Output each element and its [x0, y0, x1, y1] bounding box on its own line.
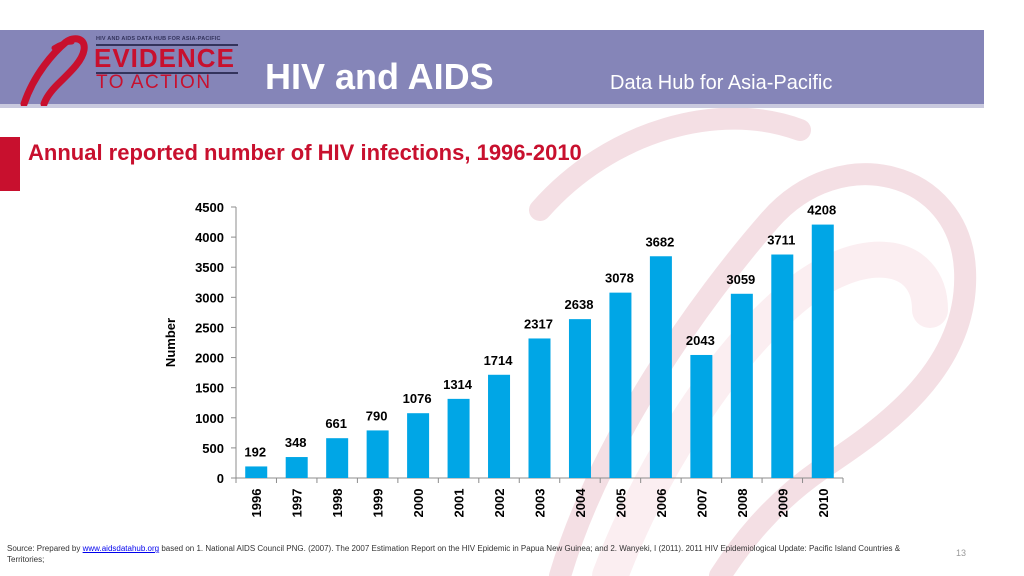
bar — [690, 354, 713, 478]
source-footnote: Source: Prepared by www.aidsdatahub.org … — [7, 543, 907, 565]
data-label: 661 — [325, 416, 347, 431]
x-tick-label: 2008 — [735, 489, 750, 518]
data-label: 1314 — [443, 377, 473, 392]
data-label: 1714 — [484, 353, 514, 368]
x-tick-label: 2005 — [613, 489, 628, 518]
data-label: 3711 — [767, 233, 795, 248]
x-tick-label: 1996 — [249, 489, 264, 518]
bar — [488, 374, 511, 478]
evidence-to-action-logo: HIV AND AIDS DATA HUB FOR ASIA-PACIFIC E… — [14, 34, 244, 106]
red-ribbon-icon — [20, 35, 88, 106]
bar — [609, 292, 632, 478]
bar — [447, 398, 470, 478]
bar — [528, 338, 551, 478]
title-marker — [0, 137, 20, 191]
bar — [285, 457, 308, 478]
x-tick-label: 2006 — [654, 489, 669, 518]
x-tick-label: 2000 — [411, 489, 426, 518]
header-band — [0, 30, 984, 104]
aidsdatahub-link[interactable]: www.aidsdatahub.org — [82, 544, 160, 553]
x-tick-label: 1999 — [371, 489, 386, 518]
header-title: HIV and AIDS — [265, 56, 494, 97]
x-tick-label: 2010 — [816, 489, 831, 518]
y-tick-label: 3000 — [195, 290, 224, 305]
header-divider — [0, 104, 984, 108]
page-number: 13 — [956, 548, 967, 558]
data-label: 3078 — [605, 271, 634, 286]
x-tick-label: 2003 — [533, 489, 548, 518]
data-label: 790 — [366, 408, 388, 423]
data-label: 2317 — [524, 316, 553, 331]
bar — [771, 254, 794, 478]
bar — [407, 413, 430, 478]
x-tick-label: 2004 — [573, 488, 588, 518]
bar — [326, 438, 349, 478]
y-tick-label: 2000 — [195, 351, 224, 366]
slide-title: Annual reported number of HIV infections… — [28, 140, 582, 165]
data-label: 2638 — [565, 297, 594, 312]
y-tick-label: 1500 — [195, 381, 224, 396]
data-label: 3682 — [645, 234, 674, 249]
footnote-suffix: based on 1. National AIDS Council PNG. (… — [7, 544, 901, 564]
y-tick-label: 2500 — [195, 320, 224, 335]
footnote-prefix: Source: Prepared by — [7, 544, 83, 553]
bar — [649, 256, 672, 478]
y-tick-label: 4000 — [195, 230, 224, 245]
data-label: 192 — [244, 444, 266, 459]
data-label: 2043 — [686, 333, 715, 348]
x-tick-label: 2009 — [775, 489, 790, 518]
x-tick-label: 2001 — [452, 489, 467, 518]
bar — [568, 319, 591, 478]
x-tick-label: 2002 — [492, 489, 507, 518]
logo-to-action-text: TO ACTION — [96, 72, 212, 93]
bar — [366, 430, 389, 478]
y-tick-label: 4500 — [195, 200, 224, 215]
y-tick-label: 3500 — [195, 260, 224, 275]
data-label: 1076 — [403, 391, 432, 406]
logo-evidence-text: EVIDENCE — [94, 43, 235, 73]
x-tick-label: 1998 — [330, 489, 345, 518]
header-subtitle: Data Hub for Asia-Pacific — [610, 72, 833, 94]
y-tick-label: 1000 — [195, 411, 224, 426]
logo-tagline: HIV AND AIDS DATA HUB FOR ASIA-PACIFIC — [96, 36, 221, 42]
bar — [245, 466, 268, 478]
x-tick-label: 1997 — [290, 489, 305, 518]
data-label: 348 — [285, 435, 307, 450]
data-label: 4208 — [807, 203, 836, 218]
bar — [730, 293, 753, 478]
x-tick-label: 2007 — [694, 489, 709, 518]
logo-rule-middle — [96, 72, 238, 74]
logo-rule-top — [96, 44, 238, 46]
bar — [811, 224, 834, 478]
y-axis-title: Number — [163, 318, 178, 367]
y-tick-label: 0 — [217, 471, 224, 486]
data-label: 3059 — [726, 272, 755, 287]
y-tick-label: 500 — [202, 441, 224, 456]
